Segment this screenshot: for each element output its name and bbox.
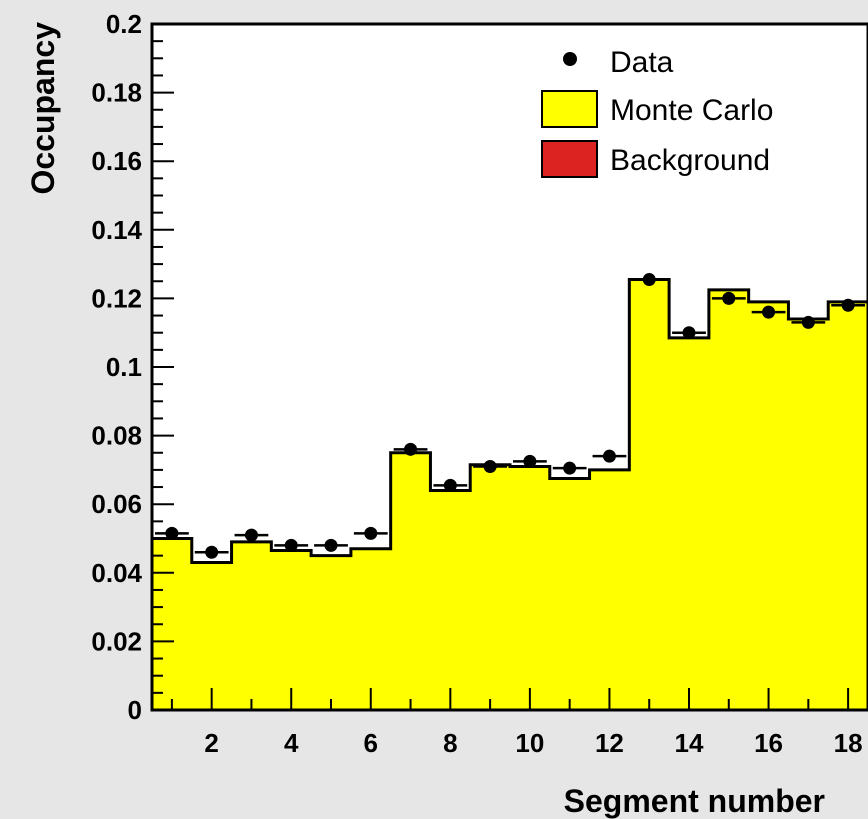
monte-carlo-bin bbox=[788, 318, 829, 710]
x-tick-label: 8 bbox=[443, 728, 457, 758]
data-point bbox=[284, 538, 298, 552]
axes bbox=[150, 22, 868, 712]
data-point bbox=[563, 461, 577, 475]
monte-carlo-bin bbox=[669, 337, 710, 710]
monte-carlo-bin bbox=[430, 490, 471, 710]
legend-data-marker bbox=[563, 52, 577, 66]
x-tick-label: 6 bbox=[364, 728, 378, 758]
data-point bbox=[244, 528, 258, 542]
x-axis-title: Segment number bbox=[564, 783, 825, 819]
data-point bbox=[443, 478, 457, 492]
monte-carlo-bin bbox=[350, 548, 392, 710]
data-points bbox=[155, 273, 865, 559]
monte-carlo-bin bbox=[708, 289, 750, 710]
data-point bbox=[762, 305, 776, 319]
monte-carlo-outline bbox=[152, 278, 868, 565]
x-tick-label: 14 bbox=[675, 728, 704, 758]
monte-carlo-bin bbox=[271, 550, 312, 710]
monte-carlo-histogram bbox=[152, 278, 868, 710]
data-point bbox=[165, 526, 179, 540]
y-tick-label: 0.16 bbox=[91, 146, 142, 176]
legend-label-data: Data bbox=[610, 46, 674, 79]
y-tick-label: 0.1 bbox=[106, 352, 142, 382]
data-point bbox=[682, 326, 696, 340]
monte-carlo-bin bbox=[231, 541, 272, 710]
y-tick-label: 0.04 bbox=[91, 558, 142, 588]
legend-label-monte-carlo: Monte Carlo bbox=[610, 94, 773, 127]
y-tick-label: 0.12 bbox=[91, 283, 142, 313]
x-tick-label: 16 bbox=[754, 728, 783, 758]
monte-carlo-bin bbox=[828, 301, 868, 710]
data-point bbox=[642, 273, 656, 287]
x-tick-label: 2 bbox=[204, 728, 218, 758]
y-tick-label: 0.02 bbox=[91, 626, 142, 656]
data-point bbox=[722, 291, 736, 305]
data-point bbox=[364, 526, 378, 540]
y-tick-label: 0.08 bbox=[91, 421, 142, 451]
legend-background-swatch bbox=[541, 140, 598, 178]
monte-carlo-bin bbox=[549, 478, 591, 710]
data-point bbox=[841, 298, 855, 312]
monte-carlo-bin bbox=[510, 466, 551, 710]
y-tick-label: 0 bbox=[128, 695, 142, 725]
data-point bbox=[483, 459, 497, 473]
x-tick-label: 10 bbox=[515, 728, 544, 758]
data-point bbox=[523, 454, 537, 468]
data-point bbox=[324, 538, 338, 552]
x-tick-label: 12 bbox=[595, 728, 624, 758]
y-axis-title: Occupancy bbox=[25, 22, 61, 195]
data-point bbox=[602, 449, 616, 463]
y-tick-label: 0.06 bbox=[91, 489, 142, 519]
tick-labels: 0 0.02 0.04 0.06 0.08 0.1 0.12 0.14 0.16 0.18 0.2 2… bbox=[91, 9, 862, 758]
data-point bbox=[205, 545, 219, 559]
legend: Data Monte Carlo Background bbox=[541, 46, 773, 178]
monte-carlo-bin bbox=[470, 464, 511, 710]
data-point bbox=[404, 442, 418, 456]
legend-monte-carlo-swatch bbox=[541, 90, 598, 128]
monte-carlo-bin bbox=[191, 562, 233, 710]
monte-carlo-bin bbox=[748, 301, 790, 710]
monte-carlo-bin bbox=[390, 452, 432, 710]
data-point bbox=[801, 315, 815, 329]
x-tick-label: 18 bbox=[834, 728, 863, 758]
y-tick-label: 0.2 bbox=[106, 9, 142, 39]
monte-carlo-bin bbox=[589, 469, 630, 710]
legend-label-background: Background bbox=[610, 144, 770, 177]
x-tick-label: 4 bbox=[284, 728, 299, 758]
y-tick-label: 0.14 bbox=[91, 215, 142, 245]
monte-carlo-bin bbox=[629, 279, 670, 710]
y-tick-label: 0.18 bbox=[91, 78, 142, 108]
monte-carlo-bin bbox=[311, 555, 352, 710]
